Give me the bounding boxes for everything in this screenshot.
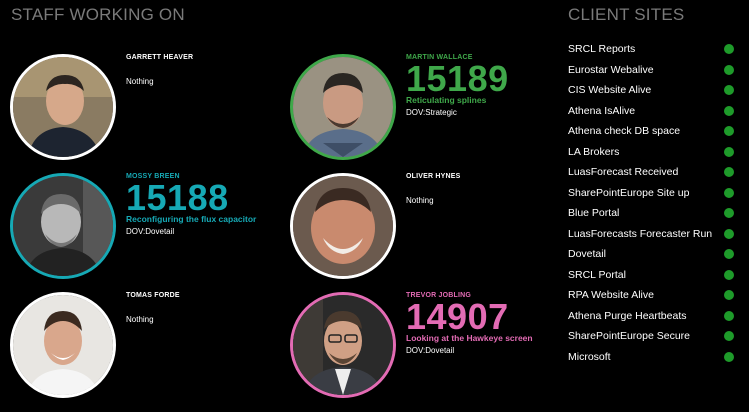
status-ok-icon: [724, 187, 734, 198]
staff-card-tomas-forde: TOMAS FORDE Nothing: [10, 292, 260, 404]
status-ok-icon: [724, 228, 734, 239]
staff-name: OLIVER HYNES: [406, 173, 461, 180]
site-row: SharePointEurope Site up: [568, 183, 738, 204]
status-ok-icon: [724, 310, 734, 321]
site-name: LuasForecasts Forecaster Run: [568, 227, 713, 240]
status-ok-icon: [724, 167, 734, 177]
status-ok-icon: [724, 64, 734, 75]
avatar: [290, 173, 396, 279]
ticket-number: 15188: [126, 177, 229, 218]
ticket-number: 14907: [406, 296, 509, 337]
status-ok-icon: [724, 126, 734, 136]
status-ok-icon: [724, 290, 734, 300]
status-ok-icon: [724, 146, 734, 157]
site-row: RPA Website Alive: [568, 285, 738, 306]
ticket-number: 15189: [406, 58, 509, 99]
site-row: Athena check DB space: [568, 121, 738, 142]
status-ok-icon: [724, 208, 734, 218]
staff-name: MARTIN WALLACE: [406, 54, 473, 61]
site-name: Athena check DB space: [568, 125, 681, 137]
site-name: Microsoft: [568, 350, 611, 363]
avatar: [10, 173, 116, 279]
site-name: SharePointEurope Site up: [568, 186, 690, 199]
site-row: LuasForecast Received: [568, 162, 738, 183]
avatar: [290, 292, 396, 398]
client-sites-list: SRCL Reports Eurostar Webalive CIS Websi…: [568, 39, 738, 367]
site-name: SRCL Reports: [568, 43, 636, 55]
project-code: DOV:Strategic: [406, 108, 457, 117]
staff-section-title: STAFF WORKING ON: [11, 5, 185, 24]
task-description: Looking at the Hawkeye screen: [406, 333, 533, 343]
client-sites-section-title: CLIENT SITES: [568, 5, 685, 24]
staff-name: GARRETT HEAVER: [126, 54, 194, 61]
site-row: Dovetail: [568, 244, 738, 265]
site-row: Athena Purge Heartbeats: [568, 306, 738, 327]
status-ok-icon: [724, 331, 734, 341]
site-row: Eurostar Webalive: [568, 60, 738, 81]
project-code: DOV:Dovetail: [406, 346, 455, 355]
staff-card-mossy-breen: MOSSY BREEN 15188 Reconfiguring the flux…: [10, 173, 260, 285]
avatar: [10, 54, 116, 160]
status-ok-icon: [724, 105, 734, 116]
status-ok-icon: [724, 85, 734, 95]
status-ok-icon: [724, 249, 734, 259]
avatar: [290, 54, 396, 160]
site-row: Blue Portal: [568, 203, 738, 224]
site-name: LuasForecast Received: [568, 166, 679, 178]
staff-card-garrett-heaver: GARRETT HEAVER Nothing: [10, 54, 260, 166]
site-row: Microsoft: [568, 347, 738, 368]
site-row: SRCL Reports: [568, 39, 738, 60]
site-name: RPA Website Alive: [568, 289, 654, 301]
site-name: SRCL Portal: [568, 268, 626, 281]
staff-status: Nothing: [126, 77, 154, 86]
site-name: Athena Purge Heartbeats: [568, 309, 687, 322]
task-description: Reconfiguring the flux capacitor: [126, 214, 257, 224]
staff-name: TREVOR JOBLING: [406, 292, 472, 299]
task-description: Reticulating splines: [406, 95, 487, 105]
staff-status: Nothing: [406, 196, 434, 205]
staff-status: Nothing: [126, 315, 154, 324]
site-row: CIS Website Alive: [568, 80, 738, 101]
site-row: SharePointEurope Secure: [568, 326, 738, 347]
staff-name: MOSSY BREEN: [126, 173, 180, 180]
site-row: LA Brokers: [568, 142, 738, 163]
site-name: Blue Portal: [568, 207, 620, 219]
status-ok-icon: [724, 44, 734, 54]
site-row: LuasForecasts Forecaster Run: [568, 224, 738, 245]
site-row: Athena IsAlive: [568, 101, 738, 122]
avatar: [10, 292, 116, 398]
site-name: LA Brokers: [568, 145, 620, 158]
project-code: DOV:Dovetail: [126, 227, 175, 236]
site-name: Eurostar Webalive: [568, 63, 654, 76]
site-name: Dovetail: [568, 248, 606, 260]
staff-card-martin-wallace: MARTIN WALLACE 15189 Reticulating spline…: [290, 54, 540, 166]
site-row: SRCL Portal: [568, 265, 738, 286]
staff-card-trevor-jobling: TREVOR JOBLING 14907 Looking at the Hawk…: [290, 292, 540, 404]
site-name: Athena IsAlive: [568, 104, 636, 117]
status-ok-icon: [724, 269, 734, 280]
status-ok-icon: [724, 351, 734, 362]
staff-card-oliver-hynes: OLIVER HYNES Nothing: [290, 173, 540, 285]
staff-name: TOMAS FORDE: [126, 292, 180, 299]
site-name: SharePointEurope Secure: [568, 330, 690, 342]
site-name: CIS Website Alive: [568, 84, 652, 96]
